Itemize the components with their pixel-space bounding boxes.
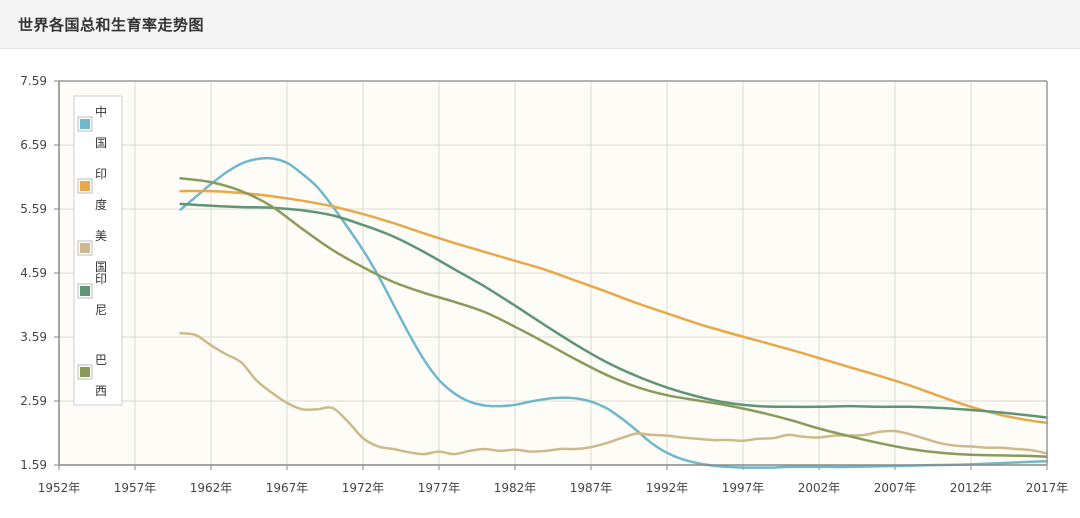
- legend-label-char: 中: [95, 104, 107, 119]
- x-axis-ticks: 1952年 1957年 1962年 1967年 1972年 1977年 1982年 1987年…: [38, 465, 1069, 495]
- series-line-1: [179, 189, 1049, 425]
- legend-label-char: 印: [95, 272, 107, 286]
- x-tick-label: 1982年: [494, 481, 537, 495]
- x-tick-label: 1967年: [266, 481, 309, 495]
- legend-swatch: [80, 367, 90, 377]
- legend-label-char: 国: [95, 136, 107, 150]
- legend-item[interactable]: 印度: [77, 167, 107, 212]
- x-tick-label: 2012年: [950, 481, 993, 495]
- y-tick-label: 3.59: [20, 330, 47, 344]
- x-tick-label: 1987年: [570, 481, 613, 495]
- x-tick-label: 1952年: [38, 481, 81, 495]
- series-line-4: [179, 177, 1049, 458]
- legend-label-char: 国: [95, 260, 107, 274]
- legend-swatch: [80, 119, 90, 129]
- legend-label-char: 美: [95, 229, 107, 243]
- legend-item[interactable]: 美国: [77, 229, 107, 274]
- legend-item[interactable]: 巴西: [77, 353, 107, 398]
- chart-title: 世界各国总和生育率走势图: [18, 16, 205, 34]
- legend-swatch: [80, 181, 90, 191]
- legend-swatch: [80, 286, 90, 296]
- series-line-0: [179, 156, 1049, 469]
- x-tick-label: 1992年: [646, 481, 689, 495]
- y-tick-label: 4.59: [20, 266, 47, 280]
- legend-label-char: 尼: [95, 303, 107, 317]
- y-axis-ticks: 1.59 2.59 3.59 4.59 5.59 6.59 7.59: [20, 74, 59, 472]
- x-tick-label: 2017年: [1026, 481, 1069, 495]
- x-tick-label: 2002年: [798, 481, 841, 495]
- y-tick-label: 7.59: [20, 74, 47, 88]
- x-tick-label: 1962年: [190, 481, 233, 495]
- legend-swatch: [80, 243, 90, 253]
- y-tick-label: 5.59: [20, 202, 47, 216]
- series-line-3: [179, 202, 1049, 419]
- fertility-line-chart: 1.592.593.594.595.596.597.59 1952年 1957年 1…: [20, 74, 1069, 495]
- legend-label-char: 巴: [95, 353, 107, 367]
- legend-label-char: 度: [95, 197, 107, 212]
- series-lines: [179, 156, 1049, 469]
- y-tick-label: 1.59: [20, 458, 47, 472]
- y-tick-label: 2.59: [20, 394, 47, 408]
- x-tick-label: 2007年: [874, 481, 917, 495]
- x-tick-label: 1997年: [722, 481, 765, 495]
- legend-label-char: 印: [95, 167, 107, 181]
- legend-label-char: 西: [95, 384, 107, 398]
- y-tick-label: 6.59: [20, 138, 47, 152]
- series-line-2: [179, 331, 1049, 456]
- legend-item[interactable]: 中国: [77, 104, 107, 150]
- chart-header: 世界各国总和生育率走势图: [0, 0, 1080, 49]
- grid-lines: [58, 80, 1048, 466]
- x-tick-label: 1957年: [114, 481, 157, 495]
- legend-item[interactable]: 印尼: [77, 272, 107, 317]
- x-tick-label: 1972年: [342, 481, 385, 495]
- x-tick-label: 1977年: [418, 481, 461, 495]
